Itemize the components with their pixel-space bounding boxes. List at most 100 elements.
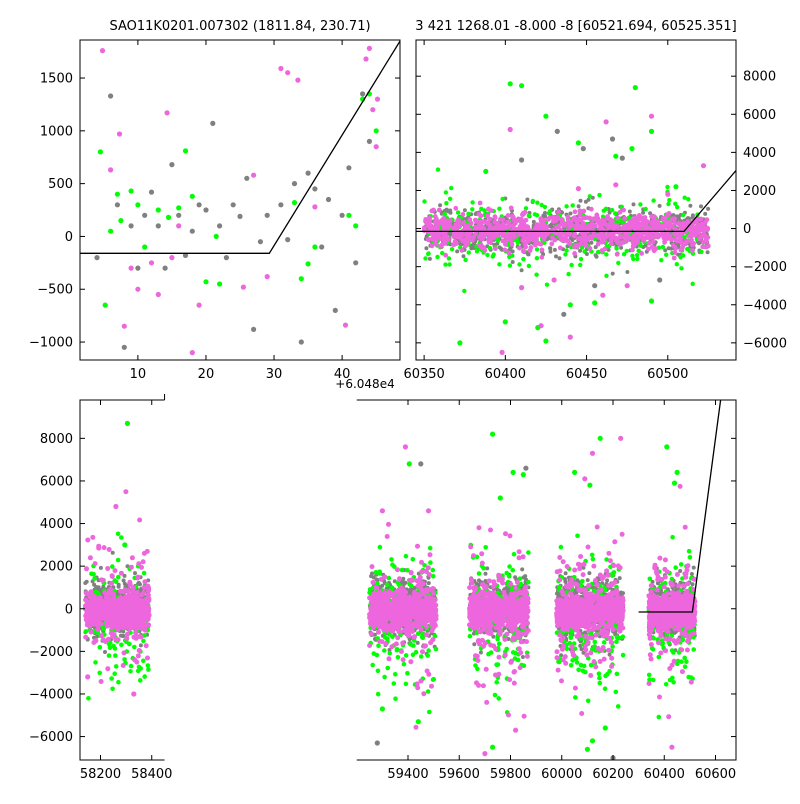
bottom-point xyxy=(138,582,142,586)
bottom-point xyxy=(405,671,410,676)
bottom-point xyxy=(121,589,126,594)
bottom-point xyxy=(116,680,121,685)
top_right-point xyxy=(675,262,679,266)
top_right-point xyxy=(689,225,694,230)
bottom-point xyxy=(402,662,407,667)
top_right-point xyxy=(697,236,702,241)
top_right-y-tick-label: 0 xyxy=(743,222,751,237)
top_right-point-grey xyxy=(657,277,662,282)
top_right-point xyxy=(458,223,463,228)
top_right-point xyxy=(582,249,586,253)
top_right-point xyxy=(506,213,511,218)
bottom-point xyxy=(99,679,104,684)
bottom-point xyxy=(393,672,398,677)
top_right-point xyxy=(573,209,578,214)
top_right-point xyxy=(690,248,695,253)
bottom-point xyxy=(371,598,376,603)
top_right-point xyxy=(536,223,541,228)
top_right-point xyxy=(539,255,544,260)
top_left-point-green xyxy=(156,207,161,212)
bottom-point xyxy=(122,650,127,655)
top_right-point xyxy=(478,201,483,206)
top_right-point xyxy=(616,261,620,265)
bottom-point xyxy=(392,681,397,686)
top_right-point xyxy=(463,208,467,212)
top_right-point xyxy=(428,257,432,261)
top_right-point xyxy=(578,213,583,218)
bottom-point xyxy=(385,666,390,671)
top_left-point-grey xyxy=(149,190,154,195)
top_right-point xyxy=(521,238,526,243)
bottom-point xyxy=(426,689,431,694)
bottom-point xyxy=(142,579,147,584)
top_left-point-grey xyxy=(367,139,372,144)
bottom-point xyxy=(133,571,137,575)
top_right-point xyxy=(613,211,617,215)
top_right-point xyxy=(604,216,609,221)
top_right-point xyxy=(521,212,526,217)
top_right-point xyxy=(498,217,503,222)
top_right-point xyxy=(483,248,488,253)
top_right-point xyxy=(672,250,677,255)
bottom-point xyxy=(399,586,404,591)
top_left-point-green xyxy=(190,194,195,199)
top_right-point xyxy=(443,212,447,216)
bottom-point xyxy=(129,664,134,669)
top_right-point xyxy=(647,241,652,246)
top_right-point xyxy=(554,254,558,258)
bottom-point xyxy=(135,590,140,595)
bottom-point xyxy=(399,649,404,654)
bottom-point xyxy=(91,640,96,645)
top_right-point-green xyxy=(457,340,462,345)
bottom-point xyxy=(110,615,115,620)
top_right-point xyxy=(540,203,544,207)
top_left-point-grey xyxy=(169,162,174,167)
top_right-point xyxy=(635,257,639,261)
bottom-point xyxy=(408,659,413,664)
top_right-point-grey xyxy=(610,136,615,141)
top_right-point xyxy=(528,248,533,253)
top_left-point-magenta xyxy=(295,78,300,83)
bottom-point xyxy=(141,639,146,644)
top_left-point-magenta xyxy=(135,287,140,292)
top_right-point xyxy=(448,197,452,201)
top_right-point-grey xyxy=(620,156,625,161)
bottom-point xyxy=(426,672,431,677)
top_left-point-magenta xyxy=(343,323,348,328)
bottom-point xyxy=(427,572,432,577)
bottom-point xyxy=(84,591,89,596)
top_right-point-magenta xyxy=(600,293,605,298)
top_right-point xyxy=(630,254,634,258)
top_right-point xyxy=(455,218,460,223)
top_right-point xyxy=(500,197,504,201)
top_right-point xyxy=(703,212,707,216)
bottom-point xyxy=(399,621,404,626)
top_right-point-grey xyxy=(519,157,524,162)
bottom-point xyxy=(377,639,382,644)
bottom-point xyxy=(104,614,109,619)
bottom-point xyxy=(426,648,431,653)
bottom-point xyxy=(421,691,426,696)
top_right-point xyxy=(540,248,545,253)
bottom-point xyxy=(109,581,114,586)
top_right-point xyxy=(434,241,439,246)
top_right-point xyxy=(423,256,427,260)
top_right-point xyxy=(635,253,639,257)
top_right-point xyxy=(512,235,517,240)
top_right-point xyxy=(667,198,671,202)
bottom-point xyxy=(106,637,111,642)
top_left-point-magenta xyxy=(363,56,368,61)
top_right-point xyxy=(447,262,451,266)
top_right-point xyxy=(444,190,448,194)
top_right-point xyxy=(584,243,589,248)
top_right-point xyxy=(453,222,458,227)
top_right-point xyxy=(620,235,625,240)
bottom-point xyxy=(398,600,403,605)
bottom-point xyxy=(130,555,135,560)
top_right-point xyxy=(678,236,683,241)
top_right-point xyxy=(643,221,648,226)
top_right-point xyxy=(672,256,677,261)
top_right-point xyxy=(503,225,508,230)
bottom-point xyxy=(127,607,132,612)
